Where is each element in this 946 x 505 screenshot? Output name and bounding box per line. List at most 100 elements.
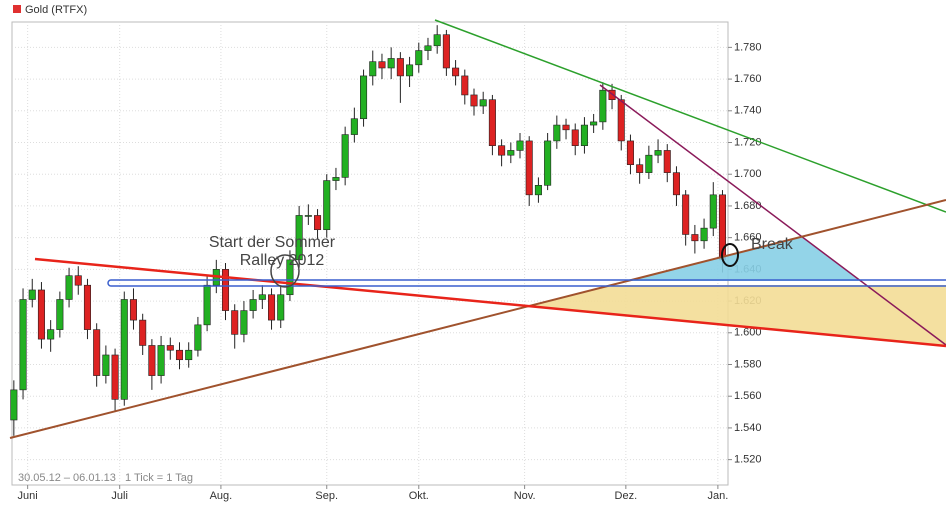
y-tick-label: 1.560 bbox=[734, 390, 762, 402]
candle-body bbox=[544, 140, 552, 186]
x-tick-label: Sep. bbox=[315, 490, 338, 502]
candle-body bbox=[378, 61, 386, 69]
candle-body bbox=[452, 67, 460, 77]
trend-line bbox=[34, 257, 946, 348]
annotation: Ralley 2012 bbox=[240, 252, 325, 269]
candle-body bbox=[19, 299, 27, 391]
candle-body bbox=[691, 234, 699, 242]
candle-body bbox=[231, 310, 239, 335]
candle-body bbox=[166, 345, 174, 351]
candle-body bbox=[268, 294, 276, 321]
candle-body bbox=[663, 150, 671, 173]
candle-body bbox=[709, 194, 717, 229]
candle-body bbox=[553, 124, 561, 142]
candle-body bbox=[102, 354, 110, 376]
candle-body bbox=[139, 319, 147, 346]
y-tick-label: 1.780 bbox=[734, 41, 762, 53]
candle-body bbox=[580, 124, 588, 146]
candle-body bbox=[10, 389, 18, 421]
candle-body bbox=[479, 99, 487, 107]
x-tick-label: Jan. bbox=[707, 490, 728, 502]
candle-body bbox=[332, 177, 340, 181]
candle-body bbox=[488, 99, 496, 146]
candle-body bbox=[636, 164, 644, 173]
candle-body bbox=[617, 99, 625, 142]
candle-body bbox=[516, 140, 524, 151]
candle-body bbox=[56, 299, 64, 330]
candle-body bbox=[37, 289, 45, 340]
candle-body bbox=[654, 150, 662, 156]
candle-body bbox=[203, 284, 211, 326]
candle-body bbox=[350, 118, 358, 135]
candle-body bbox=[111, 354, 119, 400]
candle-body bbox=[534, 185, 542, 196]
candle-body bbox=[360, 75, 368, 120]
candle-body bbox=[396, 58, 404, 77]
x-tick-label: Juni bbox=[18, 490, 38, 502]
candle-body bbox=[498, 145, 506, 156]
y-tick-label: 1.660 bbox=[734, 232, 762, 244]
candle-body bbox=[28, 289, 36, 300]
y-tick-label: 1.680 bbox=[734, 200, 762, 212]
candle-body bbox=[507, 150, 515, 156]
y-tick-label: 1.540 bbox=[734, 422, 762, 434]
legend-label: Gold (RTFX) bbox=[25, 4, 87, 16]
candle-body bbox=[120, 299, 128, 400]
candle-body bbox=[185, 349, 193, 361]
candle-body bbox=[240, 310, 248, 335]
break-fill bbox=[628, 237, 861, 281]
candle-body bbox=[424, 45, 432, 51]
candle-body bbox=[562, 124, 570, 131]
candle-body bbox=[369, 61, 377, 77]
candles bbox=[10, 25, 726, 436]
y-tick-label: 1.520 bbox=[734, 454, 762, 466]
candle-body bbox=[93, 329, 101, 376]
marker-circle bbox=[721, 243, 739, 267]
candle-body bbox=[415, 50, 423, 66]
candle-body bbox=[571, 129, 579, 146]
candle-body bbox=[221, 269, 230, 311]
candle-body bbox=[304, 215, 312, 217]
y-tick-label: 1.700 bbox=[734, 168, 762, 180]
candle-body bbox=[249, 299, 257, 311]
candle-body bbox=[277, 294, 285, 321]
candle-body bbox=[672, 172, 680, 196]
candle-body bbox=[599, 89, 607, 123]
candle-body bbox=[286, 259, 294, 296]
candle-body bbox=[525, 140, 533, 196]
candle-body bbox=[341, 134, 349, 178]
candle-body bbox=[387, 58, 395, 69]
trend-line bbox=[599, 84, 946, 346]
candle-body bbox=[442, 34, 450, 69]
channel bbox=[107, 279, 946, 287]
x-tick-label: Nov. bbox=[514, 490, 536, 502]
candle-body bbox=[590, 121, 598, 126]
range-fill bbox=[525, 285, 946, 346]
trend-line bbox=[434, 19, 946, 213]
candle-body bbox=[682, 194, 690, 235]
tick-note: 1 Tick = 1 Tag bbox=[125, 472, 193, 484]
grid: 1.5201.5401.5601.5801.6001.6201.6401.660… bbox=[12, 22, 762, 502]
candle-body bbox=[461, 75, 469, 96]
y-tick-label: 1.580 bbox=[734, 358, 762, 370]
candle-body bbox=[175, 349, 184, 361]
candle-body bbox=[470, 94, 478, 107]
candle-body bbox=[157, 345, 165, 376]
candle-body bbox=[258, 294, 266, 300]
candle-body bbox=[65, 275, 73, 300]
candle-body bbox=[295, 215, 303, 261]
x-tick-label: Aug. bbox=[210, 490, 233, 502]
date-range: 30.05.12 – 06.01.13 bbox=[18, 472, 116, 484]
marker-circle bbox=[270, 254, 300, 288]
candle-body bbox=[700, 227, 708, 242]
x-tick-label: Dez. bbox=[615, 490, 638, 502]
trend-line bbox=[9, 199, 946, 439]
candle-body bbox=[433, 34, 441, 47]
y-tick-label: 1.600 bbox=[734, 327, 762, 339]
candle-body bbox=[47, 329, 55, 340]
annotation: Break bbox=[751, 236, 794, 253]
candle-body bbox=[323, 180, 331, 231]
candle-body bbox=[148, 345, 156, 376]
